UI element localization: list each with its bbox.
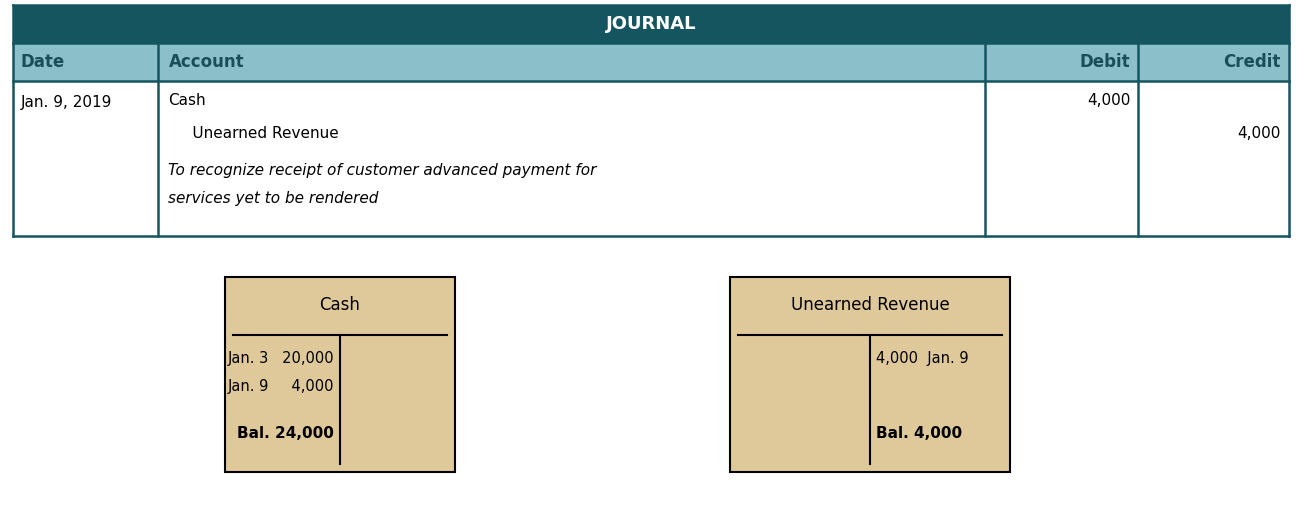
Text: 4,000: 4,000: [1238, 126, 1281, 141]
FancyBboxPatch shape: [13, 43, 1289, 81]
Text: JOURNAL: JOURNAL: [605, 15, 697, 33]
Text: Credit: Credit: [1224, 53, 1281, 71]
FancyBboxPatch shape: [225, 277, 454, 472]
Text: To recognize receipt of customer advanced payment for: To recognize receipt of customer advance…: [168, 163, 596, 178]
Text: Debit: Debit: [1079, 53, 1130, 71]
Text: Account: Account: [168, 53, 243, 71]
Text: Jan. 3   20,000: Jan. 3 20,000: [228, 352, 335, 367]
Text: Jan. 9, 2019: Jan. 9, 2019: [21, 95, 112, 110]
Text: 4,000  Jan. 9: 4,000 Jan. 9: [876, 352, 969, 367]
Text: Jan. 9     4,000: Jan. 9 4,000: [228, 379, 335, 394]
Text: Cash: Cash: [168, 93, 206, 108]
FancyBboxPatch shape: [13, 81, 1289, 236]
Text: Unearned Revenue: Unearned Revenue: [168, 126, 340, 141]
Text: Bal. 4,000: Bal. 4,000: [876, 427, 962, 442]
Text: Date: Date: [21, 53, 65, 71]
Text: Cash: Cash: [319, 296, 361, 314]
Text: services yet to be rendered: services yet to be rendered: [168, 191, 379, 206]
Text: Unearned Revenue: Unearned Revenue: [790, 296, 949, 314]
FancyBboxPatch shape: [13, 5, 1289, 43]
Text: 4,000: 4,000: [1087, 93, 1130, 108]
Text: Bal. 24,000: Bal. 24,000: [237, 427, 335, 442]
FancyBboxPatch shape: [730, 277, 1010, 472]
